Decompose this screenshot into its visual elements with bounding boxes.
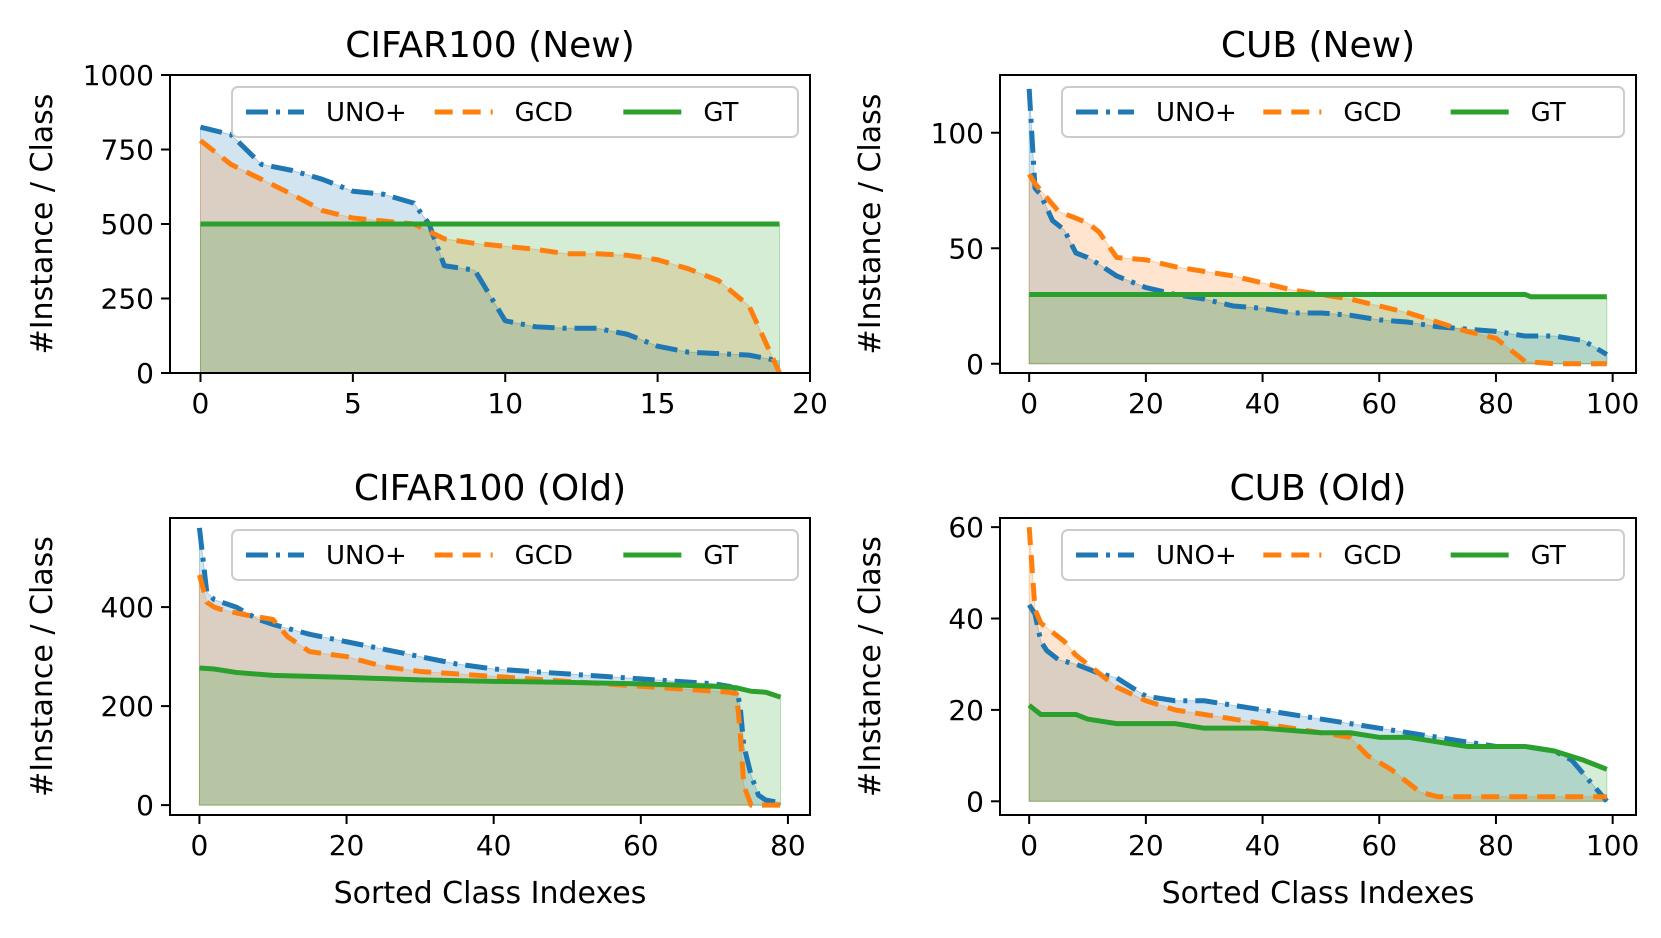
y-tick-label: 400 — [101, 591, 154, 624]
x-tick-label: 80 — [1478, 387, 1514, 420]
y-tick-label: 50 — [948, 232, 984, 265]
x-tick-label: 5 — [344, 387, 362, 420]
x-tick-label: 20 — [1128, 387, 1164, 420]
series-line-unoplus — [1026, 88, 1609, 357]
legend: UNO+ GCD GT — [1061, 529, 1625, 581]
y-tick-label: 0 — [966, 785, 984, 818]
legend-label: GCD — [515, 98, 573, 128]
series-line-gcd — [198, 138, 782, 375]
x-tick-label: 40 — [1245, 829, 1281, 862]
x-tick-label: 40 — [476, 829, 512, 862]
legend: UNO+ GCD GT — [231, 529, 799, 581]
y-tick-label: 1000 — [83, 59, 154, 92]
subplot-0: 0 5 10 15 20 0 250 500 750 1000 CIFAR100 (New) #Ins… — [25, 25, 828, 420]
x-tick-label: 20 — [1128, 829, 1164, 862]
x-tick-label: 40 — [1245, 387, 1281, 420]
legend-label: GT — [703, 98, 738, 128]
subplot-title: CIFAR100 (Old) — [354, 468, 626, 509]
axes-frame — [999, 517, 1637, 816]
x-tick-label: 60 — [1361, 387, 1397, 420]
legend-box — [231, 86, 799, 138]
y-axis-label: #Instance / Class — [25, 94, 60, 355]
legend-label: GCD — [515, 541, 573, 571]
y-tick-label: 0 — [966, 348, 984, 381]
legend: UNO+ GCD GT — [1061, 86, 1625, 138]
x-tick-label: 100 — [1586, 829, 1639, 862]
x-tick-label: 0 — [1020, 387, 1038, 420]
legend-box — [231, 529, 799, 581]
legend-label: GT — [1531, 98, 1566, 128]
subplot-title: CUB (Old) — [1230, 468, 1407, 509]
x-tick-label: 0 — [191, 829, 209, 862]
y-tick-label: 100 — [931, 117, 984, 150]
legend-label: GT — [703, 541, 738, 571]
y-axis-label: #Instance / Class — [25, 536, 60, 797]
subplot-title: CUB (New) — [1221, 25, 1415, 66]
legend-label: GT — [1531, 541, 1566, 571]
y-tick-label: 0 — [136, 789, 154, 822]
y-axis-label: #Instance / Class — [853, 94, 888, 355]
y-tick-label: 750 — [101, 134, 154, 167]
series-line-gt — [199, 665, 782, 700]
y-tick-label: 0 — [136, 357, 154, 390]
x-tick-label: 100 — [1586, 387, 1639, 420]
legend-label: GCD — [1343, 541, 1401, 571]
x-axis-label: Sorted Class Indexes — [334, 876, 647, 911]
series-line-gcd — [197, 574, 781, 808]
x-tick-label: 10 — [487, 387, 523, 420]
x-axis-label: Sorted Class Indexes — [1162, 876, 1475, 911]
subplot-3: 0 20 40 60 80 100 0 20 40 60 CUB (Old) #Instance / … — [853, 468, 1639, 911]
subplot-title: CIFAR100 (New) — [345, 25, 635, 66]
y-tick-label: 20 — [948, 694, 984, 727]
legend-label: UNO+ — [326, 98, 407, 128]
x-tick-label: 20 — [792, 387, 828, 420]
legend-box — [1061, 529, 1625, 581]
subplot-1: 0 20 40 60 80 100 0 50 100 CUB (New) #Instance / C… — [853, 25, 1639, 420]
y-tick-label: 250 — [101, 283, 154, 316]
y-tick-label: 200 — [101, 690, 154, 723]
x-tick-label: 80 — [1478, 829, 1514, 862]
legend-box — [1061, 86, 1625, 138]
y-tick-label: 40 — [948, 603, 984, 636]
x-tick-label: 0 — [192, 387, 210, 420]
area-fill-gt — [1028, 293, 1608, 365]
x-tick-label: 15 — [640, 387, 676, 420]
x-tick-label: 20 — [329, 829, 365, 862]
x-tick-label: 60 — [623, 829, 659, 862]
x-tick-label: 60 — [1361, 829, 1397, 862]
series-line-gt — [1029, 291, 1607, 300]
subplot-2: 0 20 40 60 80 0 200 400 CIFAR100 (Old) #Instance … — [25, 468, 811, 911]
series-line-unoplus — [199, 124, 781, 364]
y-axis-label: #Instance / Class — [853, 536, 888, 797]
x-tick-label: 80 — [770, 829, 806, 862]
legend: UNO+ GCD GT — [231, 86, 799, 138]
series-line-gt — [1027, 703, 1608, 772]
series-line-unoplus — [196, 527, 781, 806]
legend-label: UNO+ — [1156, 541, 1237, 571]
legend-label: UNO+ — [326, 541, 407, 571]
legend-label: UNO+ — [1156, 98, 1237, 128]
y-tick-label: 60 — [948, 511, 984, 544]
axes-frame — [169, 517, 811, 816]
legend-label: GCD — [1343, 98, 1401, 128]
y-tick-label: 500 — [101, 208, 154, 241]
series-line-gcd — [1027, 172, 1607, 367]
series-line-gcd — [1026, 526, 1607, 800]
x-tick-label: 0 — [1020, 829, 1038, 862]
axes-frame — [999, 74, 1637, 374]
